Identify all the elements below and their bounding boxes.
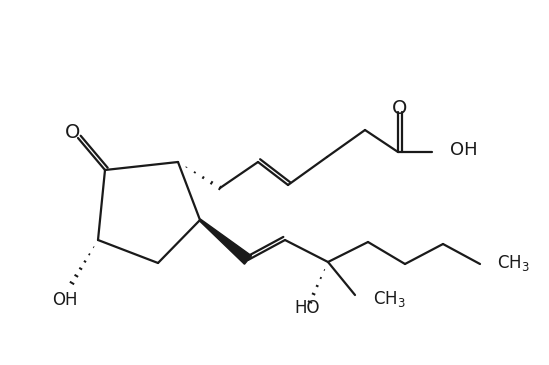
Text: CH$_3$: CH$_3$ xyxy=(497,253,530,273)
Text: OH: OH xyxy=(52,291,78,309)
Text: CH$_3$: CH$_3$ xyxy=(373,289,406,309)
Polygon shape xyxy=(199,219,251,264)
Text: O: O xyxy=(65,123,81,142)
Text: O: O xyxy=(393,99,408,118)
Text: OH: OH xyxy=(450,141,478,159)
Text: HO: HO xyxy=(294,299,320,317)
